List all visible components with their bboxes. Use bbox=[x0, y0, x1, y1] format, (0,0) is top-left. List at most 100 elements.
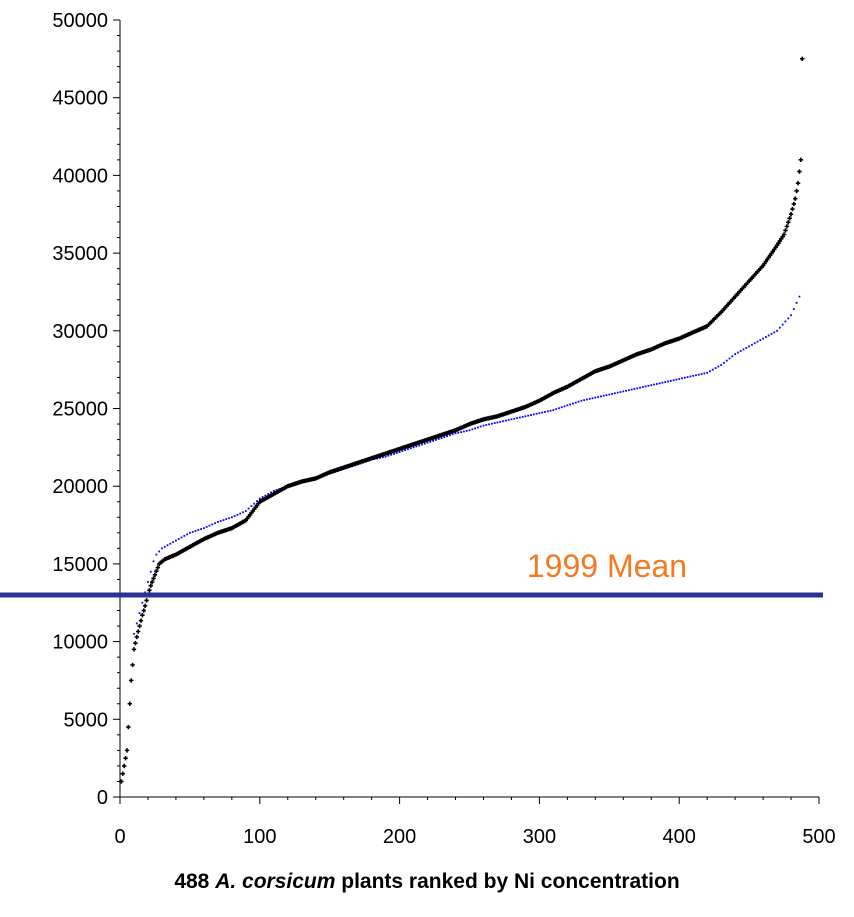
data-point bbox=[141, 601, 144, 604]
data-point bbox=[797, 169, 802, 174]
data-point bbox=[155, 553, 158, 556]
x-axis-label-species: A. corsicum bbox=[215, 870, 336, 893]
data-point bbox=[580, 399, 583, 402]
y-tick-label: 15000 bbox=[52, 554, 108, 576]
data-point bbox=[538, 412, 541, 415]
data-point bbox=[608, 393, 611, 396]
data-point bbox=[602, 394, 605, 397]
data-point bbox=[792, 308, 795, 310]
data-point bbox=[485, 424, 488, 426]
data-point bbox=[134, 634, 139, 640]
data-point bbox=[552, 409, 555, 411]
data-point bbox=[714, 367, 717, 369]
data-point bbox=[605, 394, 608, 397]
data-point bbox=[530, 414, 532, 416]
data-point bbox=[409, 447, 412, 450]
data-point bbox=[725, 359, 728, 362]
data-point bbox=[647, 384, 650, 387]
data-point bbox=[158, 550, 161, 553]
data-point bbox=[622, 390, 625, 393]
data-point bbox=[395, 452, 398, 454]
data-point bbox=[131, 647, 137, 652]
data-point bbox=[401, 450, 404, 452]
x-tick-label: 200 bbox=[383, 826, 416, 848]
data-point bbox=[653, 383, 655, 386]
data-point bbox=[790, 314, 792, 317]
data-point bbox=[393, 452, 395, 455]
data-point bbox=[161, 547, 163, 550]
data-point bbox=[128, 678, 134, 683]
data-point bbox=[250, 505, 253, 507]
data-point bbox=[759, 339, 762, 342]
data-point bbox=[692, 374, 695, 377]
data-point bbox=[264, 494, 267, 497]
data-point bbox=[154, 568, 159, 574]
data-point bbox=[658, 382, 661, 385]
data-point bbox=[791, 201, 797, 207]
data-point bbox=[627, 389, 630, 392]
data-point bbox=[794, 188, 799, 194]
data-point bbox=[479, 425, 482, 428]
data-point bbox=[177, 538, 180, 540]
data-point bbox=[244, 510, 247, 512]
data-point bbox=[709, 370, 711, 373]
data-point bbox=[390, 453, 393, 456]
data-point bbox=[787, 216, 792, 221]
data-point bbox=[451, 433, 454, 436]
data-point bbox=[151, 576, 156, 581]
data-point bbox=[762, 337, 764, 340]
data-point bbox=[532, 413, 535, 416]
x-tick-label: 400 bbox=[663, 826, 696, 848]
data-point bbox=[745, 346, 748, 349]
data-point bbox=[703, 372, 706, 375]
y-tick-label: 45000 bbox=[52, 88, 108, 110]
data-point bbox=[384, 455, 387, 458]
data-point bbox=[169, 542, 172, 545]
data-point bbox=[773, 331, 776, 334]
data-point bbox=[723, 361, 725, 364]
data-point bbox=[219, 520, 222, 522]
data-point bbox=[140, 612, 145, 618]
data-point bbox=[191, 530, 194, 533]
data-point bbox=[205, 526, 208, 528]
data-point bbox=[272, 489, 275, 492]
data-point bbox=[655, 383, 658, 385]
data-point bbox=[208, 524, 211, 527]
data-point bbox=[267, 493, 270, 495]
data-point bbox=[706, 371, 709, 374]
data-point bbox=[432, 439, 435, 442]
data-point bbox=[412, 446, 415, 449]
data-point bbox=[141, 608, 146, 613]
data-point bbox=[202, 527, 205, 530]
data-point bbox=[795, 180, 801, 186]
data-point bbox=[597, 396, 600, 398]
data-point bbox=[216, 521, 219, 523]
data-point bbox=[454, 432, 457, 435]
data-point bbox=[650, 384, 653, 387]
data-point bbox=[147, 588, 152, 593]
data-point bbox=[686, 376, 689, 379]
data-point bbox=[189, 531, 191, 534]
data-point bbox=[247, 507, 250, 510]
data-point bbox=[490, 422, 493, 425]
x-tick-label: 100 bbox=[243, 826, 276, 848]
data-point bbox=[230, 516, 233, 519]
data-point bbox=[781, 323, 784, 326]
data-point bbox=[126, 724, 131, 730]
data-point bbox=[228, 517, 230, 520]
data-point bbox=[546, 410, 549, 413]
data-point bbox=[788, 212, 794, 217]
data-point bbox=[616, 391, 619, 394]
data-point bbox=[499, 420, 502, 423]
data-point bbox=[544, 411, 546, 413]
data-point bbox=[661, 381, 664, 384]
data-point bbox=[138, 618, 144, 623]
x-tick-label: 0 bbox=[114, 826, 125, 848]
data-point bbox=[142, 603, 148, 609]
x-axis-label-prefix: 488 bbox=[174, 870, 216, 893]
x-axis-ticks: 0 100 200 300 400 500 bbox=[114, 797, 836, 848]
data-point bbox=[667, 380, 669, 383]
data-point bbox=[731, 355, 734, 358]
data-point bbox=[446, 435, 449, 438]
data-point bbox=[748, 345, 750, 348]
